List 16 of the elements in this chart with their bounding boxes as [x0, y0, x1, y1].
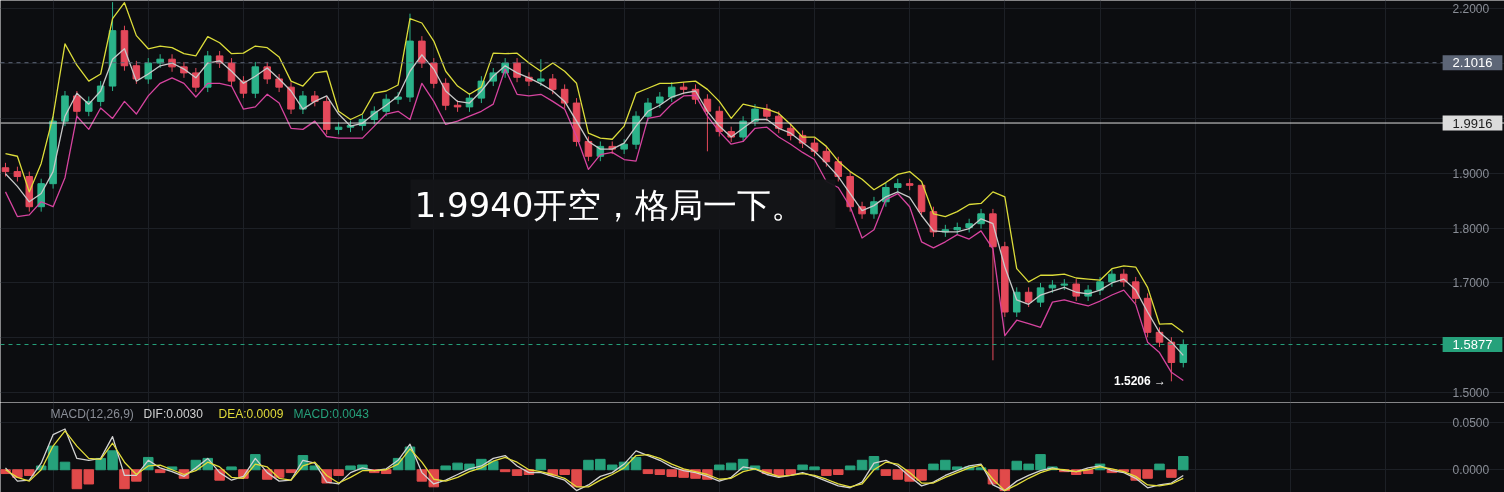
y-tick-label: 1.7000: [1452, 276, 1490, 291]
chart-title: MACD(12,26,9): [50, 406, 134, 421]
text: DEA:0.0009: [218, 406, 284, 421]
annotation: 1.9940开空，格局一下。: [414, 184, 806, 225]
text: MACD:0.0043: [293, 406, 370, 421]
ref-line-label: 2.1016: [1452, 55, 1493, 71]
text: DIF:0.0030: [143, 406, 204, 421]
y-tick-label: 0.0500: [1452, 415, 1490, 430]
annotation: 1.5206 →: [1114, 374, 1167, 389]
y-tick-label: 2.2000: [1452, 2, 1490, 17]
y-tick-label: 1.9000: [1452, 166, 1490, 181]
y-tick-label: 0.0000: [1452, 463, 1490, 478]
ref-line-label: 1.5877: [1452, 337, 1493, 353]
ref-line-label: 1.9916: [1452, 115, 1493, 131]
y-tick-label: 1.8000: [1452, 221, 1490, 236]
y-tick-label: 1.5000: [1452, 386, 1490, 401]
